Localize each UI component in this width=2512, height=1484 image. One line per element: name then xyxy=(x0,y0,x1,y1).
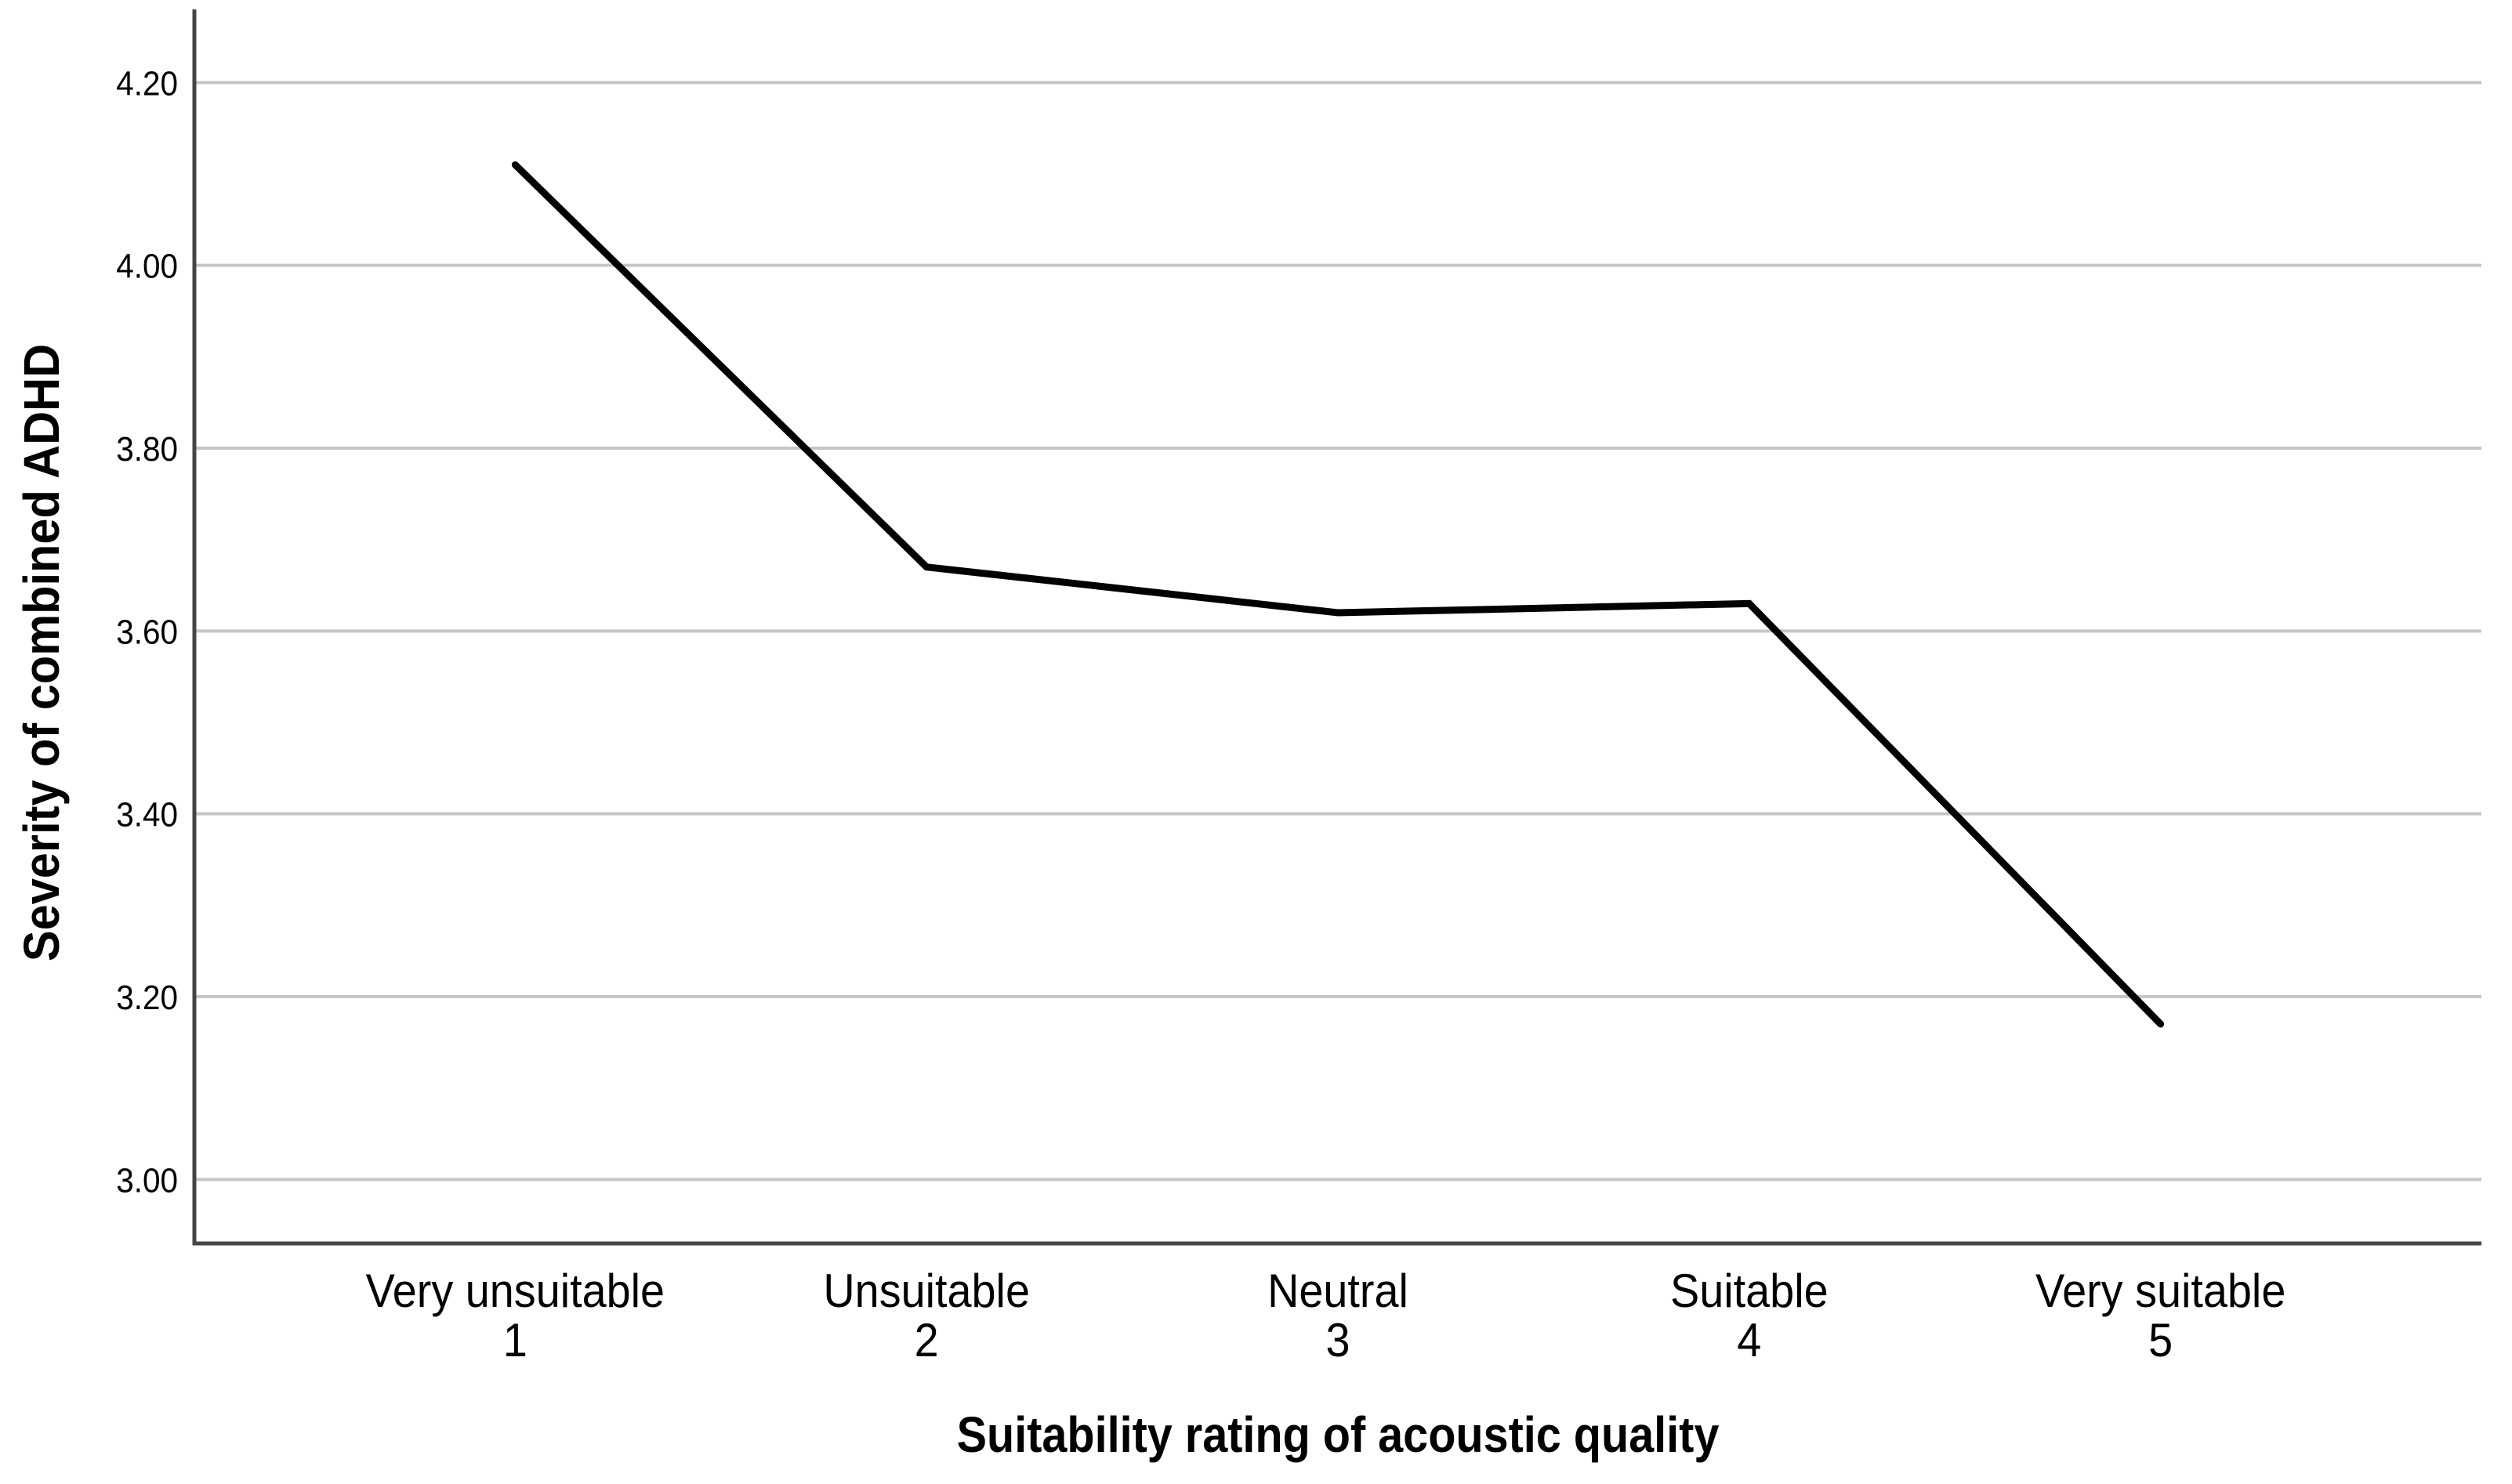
x-category-number: 1 xyxy=(503,1315,527,1366)
x-category-number: 5 xyxy=(2148,1315,2173,1366)
x-category-label: Neutral xyxy=(1267,1265,1408,1317)
y-tick-label: 3.40 xyxy=(116,795,178,834)
x-category-label: Unsuitable xyxy=(823,1265,1030,1317)
x-category-number: 2 xyxy=(915,1315,939,1366)
x-axis-title: Suitability rating of acoustic quality xyxy=(957,1406,1720,1462)
y-tick-label: 3.60 xyxy=(116,613,178,651)
y-tick-label: 4.20 xyxy=(116,64,178,103)
y-tick-labels-group: 3.00 3.20 3.40 3.60 3.80 4.00 4.20 xyxy=(116,64,178,1200)
x-category-number: 3 xyxy=(1325,1315,1350,1366)
data-line xyxy=(511,161,2165,1028)
y-tick-label: 3.80 xyxy=(116,429,178,468)
gridlines-group xyxy=(194,81,2481,1182)
x-category-label: Very suitable xyxy=(2035,1265,2285,1317)
y-tick-label: 3.20 xyxy=(116,978,178,1016)
y-tick-label: 3.00 xyxy=(116,1161,178,1200)
y-axis-title: Severity of combined ADHD xyxy=(14,344,70,961)
x-category-label: Suitable xyxy=(1670,1265,1829,1317)
x-category-label: Very unsuitable xyxy=(366,1265,665,1317)
x-category-number: 4 xyxy=(1737,1315,1761,1366)
y-tick-label: 4.00 xyxy=(116,247,178,285)
